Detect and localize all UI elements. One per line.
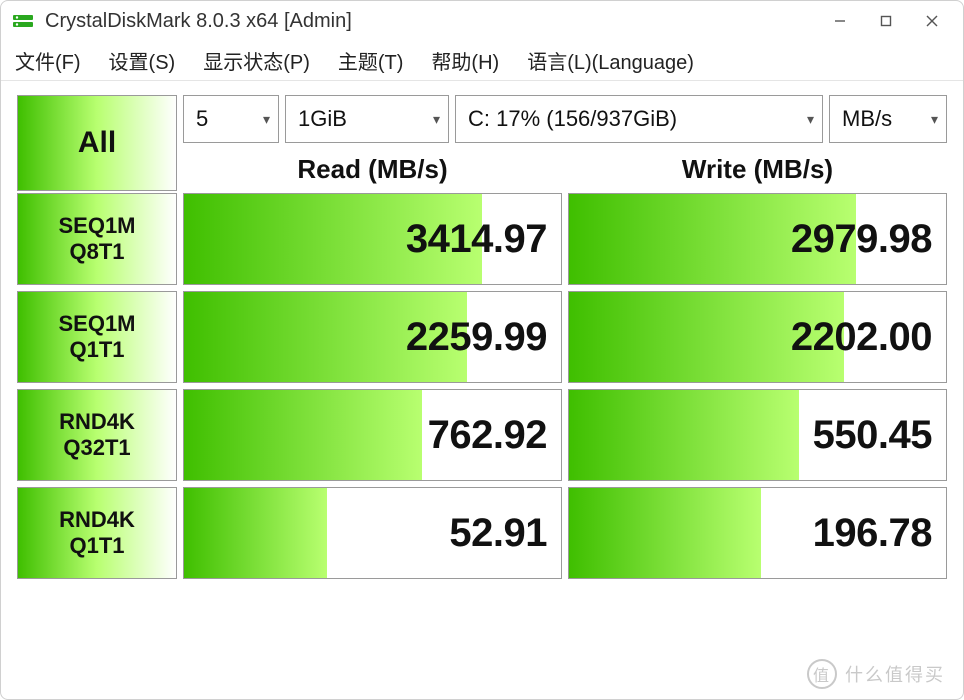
result-cell-read: 762.92 bbox=[183, 389, 562, 481]
result-cell-read: 3414.97 bbox=[183, 193, 562, 285]
result-row: SEQ1MQ8T13414.972979.98 bbox=[17, 193, 947, 285]
maximize-button[interactable] bbox=[863, 5, 909, 37]
test-button[interactable]: RND4KQ1T1 bbox=[17, 487, 177, 579]
unit-select[interactable]: MB/s ▾ bbox=[829, 95, 947, 143]
test-label-line2: Q8T1 bbox=[69, 239, 124, 265]
menubar: 文件(F) 设置(S) 显示状态(P) 主题(T) 帮助(H) 语言(L)(La… bbox=[1, 41, 963, 81]
size-select[interactable]: 1GiB ▾ bbox=[285, 95, 449, 143]
result-value-write: 2202.00 bbox=[569, 292, 946, 382]
window-title: CrystalDiskMark 8.0.3 x64 [Admin] bbox=[45, 10, 352, 33]
result-cell-write: 2202.00 bbox=[568, 291, 947, 383]
test-label-line2: Q1T1 bbox=[69, 533, 124, 559]
watermark-icon: 值 bbox=[807, 659, 837, 689]
test-label-line2: Q32T1 bbox=[63, 435, 130, 461]
test-button[interactable]: SEQ1MQ1T1 bbox=[17, 291, 177, 383]
result-value-read: 52.91 bbox=[184, 488, 561, 578]
size-select-value: 1GiB bbox=[298, 106, 347, 132]
result-value-read: 762.92 bbox=[184, 390, 561, 480]
menu-language[interactable]: 语言(L)(Language) bbox=[527, 46, 694, 75]
count-select-value: 5 bbox=[196, 106, 208, 132]
test-label-line1: RND4K bbox=[59, 409, 135, 435]
result-value-write: 196.78 bbox=[569, 488, 946, 578]
result-cell-write: 196.78 bbox=[568, 487, 947, 579]
menu-settings[interactable]: 设置(S) bbox=[109, 46, 176, 75]
test-label-line1: RND4K bbox=[59, 507, 135, 533]
close-button[interactable] bbox=[909, 5, 955, 37]
drive-select-value: C: 17% (156/937GiB) bbox=[468, 106, 677, 132]
result-value-write: 550.45 bbox=[569, 390, 946, 480]
test-label-line2: Q1T1 bbox=[69, 337, 124, 363]
result-row: SEQ1MQ1T12259.992202.00 bbox=[17, 291, 947, 383]
all-button-label: All bbox=[78, 126, 116, 160]
chevron-down-icon: ▾ bbox=[433, 111, 440, 128]
minimize-button[interactable] bbox=[817, 5, 863, 37]
result-value-read: 3414.97 bbox=[184, 194, 561, 284]
test-label-line1: SEQ1M bbox=[58, 213, 135, 239]
results-table: SEQ1MQ8T13414.972979.98SEQ1MQ1T12259.992… bbox=[17, 193, 947, 579]
drive-select[interactable]: C: 17% (156/937GiB) ▾ bbox=[455, 95, 823, 143]
result-cell-read: 2259.99 bbox=[183, 291, 562, 383]
menu-file[interactable]: 文件(F) bbox=[15, 46, 81, 75]
result-cell-read: 52.91 bbox=[183, 487, 562, 579]
result-value-write: 2979.98 bbox=[569, 194, 946, 284]
column-header-write: Write (MB/s) bbox=[568, 154, 947, 185]
unit-select-value: MB/s bbox=[842, 106, 892, 132]
menu-help[interactable]: 帮助(H) bbox=[431, 46, 499, 75]
count-select[interactable]: 5 ▾ bbox=[183, 95, 279, 143]
menu-display[interactable]: 显示状态(P) bbox=[203, 46, 310, 75]
result-cell-write: 550.45 bbox=[568, 389, 947, 481]
test-label-line1: SEQ1M bbox=[58, 311, 135, 337]
result-cell-write: 2979.98 bbox=[568, 193, 947, 285]
chevron-down-icon: ▾ bbox=[263, 111, 270, 128]
test-button[interactable]: SEQ1MQ8T1 bbox=[17, 193, 177, 285]
result-row: RND4KQ1T152.91196.78 bbox=[17, 487, 947, 579]
watermark: 值 什么值得买 bbox=[807, 659, 945, 689]
app-icon bbox=[9, 7, 37, 35]
chevron-down-icon: ▾ bbox=[807, 111, 814, 128]
content-area: All 5 ▾ 1GiB ▾ C: 17% (156/937GiB) ▾ MB/… bbox=[1, 81, 963, 589]
result-row: RND4KQ32T1762.92550.45 bbox=[17, 389, 947, 481]
result-value-read: 2259.99 bbox=[184, 292, 561, 382]
test-button[interactable]: RND4KQ32T1 bbox=[17, 389, 177, 481]
watermark-text: 什么值得买 bbox=[845, 661, 945, 687]
all-button[interactable]: All bbox=[17, 95, 177, 191]
controls-block: All 5 ▾ 1GiB ▾ C: 17% (156/937GiB) ▾ MB/… bbox=[17, 95, 947, 191]
menu-theme[interactable]: 主题(T) bbox=[338, 46, 404, 75]
titlebar: CrystalDiskMark 8.0.3 x64 [Admin] bbox=[1, 1, 963, 41]
chevron-down-icon: ▾ bbox=[931, 111, 938, 128]
column-header-read: Read (MB/s) bbox=[183, 154, 562, 185]
